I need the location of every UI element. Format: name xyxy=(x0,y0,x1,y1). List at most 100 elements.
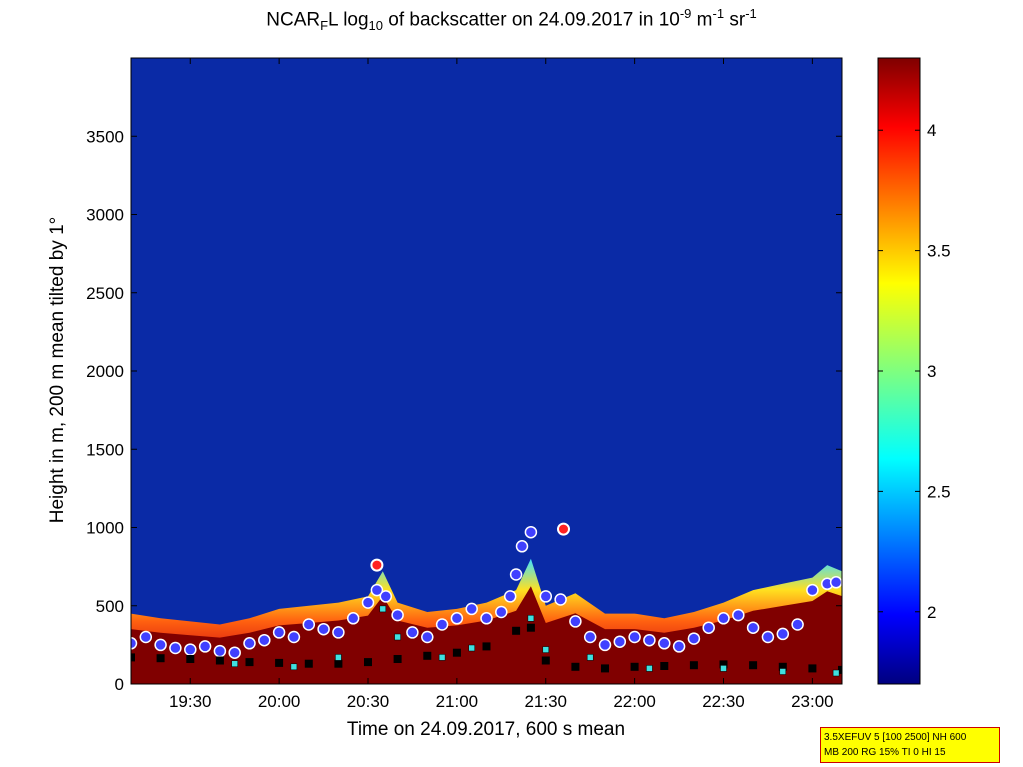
colorbar-tick-label: 4 xyxy=(927,121,936,140)
mixing-layer-square-cyan xyxy=(646,665,653,672)
mixing-layer-square-cyan xyxy=(779,668,787,675)
mixing-layer-square-black xyxy=(660,662,669,670)
markers xyxy=(131,522,842,677)
layer-height-circle xyxy=(450,612,464,625)
layer-height-circle xyxy=(569,615,582,628)
info-line-1: 3.5XEFUV 5 [100 2500] NH 600 xyxy=(824,732,967,743)
mixing-layer-square-cyan xyxy=(335,654,342,661)
layer-height-circle xyxy=(776,627,790,641)
x-tick-label: 21:30 xyxy=(524,692,567,711)
mixing-layer-square-cyan xyxy=(720,665,727,672)
mixing-layer-square-cyan xyxy=(379,605,387,613)
mixing-layer-square-cyan xyxy=(290,663,298,671)
layer-height-circle xyxy=(480,612,493,625)
layer-height-circle xyxy=(732,608,745,622)
y-tick-label: 2000 xyxy=(86,362,124,381)
mixing-layer-square-black xyxy=(630,662,639,671)
layer-height-circle xyxy=(717,612,730,625)
layer-height-circle xyxy=(658,637,671,650)
layer-height-circle xyxy=(154,638,167,652)
x-tick-label: 22:30 xyxy=(702,692,745,711)
layer-height-circle xyxy=(806,583,819,597)
mixing-layer-square-black xyxy=(131,653,135,662)
mixing-layer-square-black xyxy=(156,654,165,663)
mixing-layer-square-black xyxy=(482,642,491,651)
colorbar-ticks: 2 2.5 3 3.5 4 xyxy=(878,121,951,622)
layer-height-circle xyxy=(406,626,419,639)
info-line-2: MB 200 RG 15% TI 0 HI 15 xyxy=(824,747,946,758)
layer-height-circle xyxy=(213,644,227,658)
x-tick-label: 20:00 xyxy=(258,692,301,711)
y-tick-label: 3000 xyxy=(86,206,124,225)
x-axis: 19:30 20:00 20:30 21:00 21:30 22:00 22:30 23:00 xyxy=(169,58,834,711)
mixing-layer-square-cyan xyxy=(586,654,594,661)
layer-height-circle xyxy=(643,633,656,647)
layer-height-circle xyxy=(672,640,686,653)
mixing-layer-square-black xyxy=(526,623,535,632)
settings-info-box: 3.5XEFUV 5 [100 2500] NH 600 MB 200 RG 1… xyxy=(820,727,1000,763)
mixing-layer-square-cyan xyxy=(527,615,535,622)
colorbar-tick-label: 2.5 xyxy=(927,482,951,501)
mixing-layer-square-black xyxy=(364,658,372,667)
layer-height-circle xyxy=(515,540,529,553)
layer-height-circle xyxy=(131,637,138,650)
layer-height-circle xyxy=(524,525,538,539)
mixing-layer-square-black xyxy=(512,626,521,635)
layer-height-circle xyxy=(465,602,478,616)
layer-height-circle xyxy=(613,635,627,648)
mixing-layer-square-black xyxy=(541,656,550,665)
x-tick-label: 23:00 xyxy=(791,692,834,711)
colorbar-tick-label: 3 xyxy=(927,362,936,381)
mixing-layer-square-black xyxy=(393,655,402,663)
mixing-layer-square-black xyxy=(571,662,580,671)
x-tick-label: 20:30 xyxy=(347,692,390,711)
mixing-layer-square-black xyxy=(423,651,432,660)
layer-height-circle xyxy=(317,622,330,636)
layer-height-circle xyxy=(435,618,449,631)
layer-height-circle xyxy=(346,612,360,625)
colorbar-tick-label: 3.5 xyxy=(927,242,951,261)
y-axis: 0 500 1000 1500 2000 2500 3000 3500 xyxy=(86,127,842,694)
layer-height-circle xyxy=(495,605,508,619)
layer-height-circle xyxy=(539,590,553,603)
layer-height-circle xyxy=(791,618,804,631)
mixing-layer-square-cyan xyxy=(468,644,475,652)
mixing-layer-square-black xyxy=(186,655,195,663)
layer-height-circle xyxy=(509,568,523,581)
layer-height-circle xyxy=(829,576,842,589)
mixing-layer-square-black xyxy=(778,662,787,671)
layer-height-circle xyxy=(702,621,715,634)
x-axis-label: Time on 24.09.2017, 600 s mean xyxy=(347,719,625,740)
y-tick-label: 2500 xyxy=(86,284,124,303)
layer-height-circle xyxy=(169,641,182,655)
mixing-layer-square-black xyxy=(215,656,224,665)
layer-height-circle xyxy=(184,643,197,656)
layer-height-circle xyxy=(391,608,404,622)
layer-height-circle xyxy=(761,630,775,644)
x-tick-label: 22:00 xyxy=(613,692,656,711)
layer-height-circle xyxy=(243,637,256,650)
y-tick-label: 0 xyxy=(115,675,124,694)
mixing-layer-square-black xyxy=(808,664,817,673)
layer-height-circle xyxy=(379,590,393,603)
mixing-layer-square-black xyxy=(334,659,343,668)
mixing-layer-square-black xyxy=(838,665,842,674)
mixing-layer-square-black xyxy=(719,660,728,669)
mixing-layer-square-cyan xyxy=(832,669,840,677)
plot-background xyxy=(131,58,842,684)
mixing-layer-square-black xyxy=(601,664,609,673)
layer-height-circle xyxy=(139,630,153,644)
layer-height-circle xyxy=(598,638,612,652)
mixing-layer-square-cyan xyxy=(438,654,446,661)
layer-height-circle xyxy=(332,626,345,639)
mixing-layer-square-black xyxy=(749,661,758,670)
y-tick-label: 500 xyxy=(96,597,124,616)
layer-height-circle xyxy=(302,618,316,631)
mixing-layer-square-black xyxy=(304,659,313,668)
layer-height-circle xyxy=(628,630,641,644)
layer-height-circle xyxy=(370,583,384,597)
mixing-layer-square-black xyxy=(452,648,461,657)
isolated-circle xyxy=(557,522,570,536)
mixing-layer-square-cyan xyxy=(394,633,401,641)
